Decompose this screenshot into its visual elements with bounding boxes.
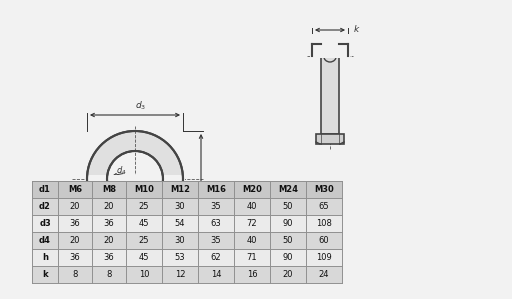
Bar <box>122 221 148 237</box>
Bar <box>122 221 148 237</box>
Text: 40: 40 <box>247 202 257 211</box>
Text: 10: 10 <box>139 270 150 279</box>
Text: 60: 60 <box>318 236 329 245</box>
Text: 36: 36 <box>70 253 80 262</box>
Text: M6: M6 <box>68 185 82 194</box>
Text: 72: 72 <box>247 219 258 228</box>
Text: 90: 90 <box>283 219 293 228</box>
Text: 71: 71 <box>247 253 258 262</box>
Text: 25: 25 <box>139 236 150 245</box>
Text: 40: 40 <box>247 236 257 245</box>
Text: 25: 25 <box>139 202 150 211</box>
Text: d1: d1 <box>39 185 51 194</box>
Text: 36: 36 <box>70 219 80 228</box>
Text: 8: 8 <box>72 270 78 279</box>
Bar <box>82 221 188 247</box>
Text: M8: M8 <box>102 185 116 194</box>
Text: $h$: $h$ <box>205 182 212 193</box>
Text: 36: 36 <box>103 219 114 228</box>
Text: 45: 45 <box>139 253 150 262</box>
Text: 14: 14 <box>211 270 221 279</box>
Text: 20: 20 <box>283 270 293 279</box>
Text: 20: 20 <box>70 202 80 211</box>
Text: d4: d4 <box>39 236 51 245</box>
Text: 30: 30 <box>175 236 185 245</box>
Text: M24: M24 <box>278 185 298 194</box>
Text: $d_1$: $d_1$ <box>134 259 145 271</box>
Text: M30: M30 <box>314 185 334 194</box>
Bar <box>32 266 342 283</box>
Text: 54: 54 <box>175 219 185 228</box>
Text: 20: 20 <box>70 236 80 245</box>
Bar <box>32 181 342 283</box>
Text: 30: 30 <box>175 202 185 211</box>
Text: 90: 90 <box>283 253 293 262</box>
Text: 53: 53 <box>175 253 185 262</box>
Text: d3: d3 <box>39 219 51 228</box>
Ellipse shape <box>87 131 183 227</box>
Text: 35: 35 <box>210 202 221 211</box>
Bar <box>32 215 342 232</box>
Text: $k$: $k$ <box>353 22 360 33</box>
Text: 50: 50 <box>283 236 293 245</box>
Text: $d_3$: $d_3$ <box>135 100 146 112</box>
Text: 20: 20 <box>104 236 114 245</box>
Text: $d_2$: $d_2$ <box>135 272 145 285</box>
Bar <box>32 249 342 266</box>
Text: 109: 109 <box>316 253 332 262</box>
Text: 62: 62 <box>210 253 221 262</box>
Text: M20: M20 <box>242 185 262 194</box>
Text: 108: 108 <box>316 219 332 228</box>
Text: 16: 16 <box>247 270 258 279</box>
Text: 12: 12 <box>175 270 185 279</box>
Bar <box>32 198 342 215</box>
Text: k: k <box>42 270 48 279</box>
Text: 65: 65 <box>318 202 329 211</box>
Bar <box>310 34 350 58</box>
Text: 50: 50 <box>283 202 293 211</box>
Text: 35: 35 <box>210 236 221 245</box>
Text: d2: d2 <box>39 202 51 211</box>
Bar <box>316 134 344 144</box>
Text: M16: M16 <box>206 185 226 194</box>
Ellipse shape <box>107 151 163 207</box>
Text: 36: 36 <box>103 253 114 262</box>
Text: M12: M12 <box>170 185 190 194</box>
Text: 45: 45 <box>139 219 150 228</box>
Bar <box>116 237 154 245</box>
Text: $d_4$: $d_4$ <box>116 165 126 177</box>
Text: 20: 20 <box>104 202 114 211</box>
Bar <box>32 232 342 249</box>
Text: 8: 8 <box>106 270 112 279</box>
Text: M10: M10 <box>134 185 154 194</box>
Bar <box>85 175 185 229</box>
Text: 63: 63 <box>210 219 221 228</box>
Text: h: h <box>42 253 48 262</box>
Bar <box>32 181 342 198</box>
Bar <box>116 237 154 245</box>
Bar <box>321 56 339 134</box>
Text: 24: 24 <box>319 270 329 279</box>
